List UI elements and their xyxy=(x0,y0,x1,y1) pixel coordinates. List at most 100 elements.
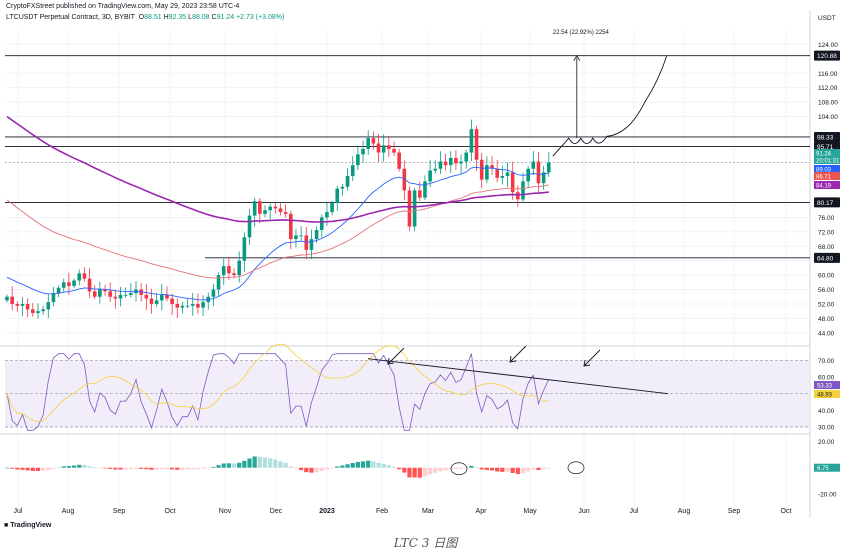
price-level-label: 64.80 xyxy=(817,255,834,262)
macd-histogram-bar xyxy=(489,467,495,471)
macd-histogram-bar xyxy=(4,467,10,469)
price-level-badge xyxy=(814,252,840,263)
ma-value-badge xyxy=(814,149,840,157)
candle-body xyxy=(10,296,14,304)
macd-histogram-bar xyxy=(309,467,314,473)
macd-histogram-bar xyxy=(10,467,15,469)
price-pane: 22.54 (22.92%) 2254 xyxy=(5,30,810,319)
macd-histogram-bar xyxy=(41,467,46,471)
ma-value-badge xyxy=(814,165,840,173)
candle-body xyxy=(454,157,458,164)
macd-histogram-bar xyxy=(407,467,412,478)
candle-body xyxy=(433,168,438,171)
macd-histogram-bar xyxy=(56,467,61,469)
macd-histogram-bar xyxy=(61,466,66,468)
rsi-value-label: 53.33 xyxy=(817,383,833,389)
price-level-label: 80.17 xyxy=(817,200,834,207)
y-tick-label: 104.00 xyxy=(818,114,838,121)
macd-histogram-bar xyxy=(268,458,273,468)
candle-body xyxy=(216,275,221,290)
macd-histogram-bar xyxy=(237,462,242,468)
candle-body xyxy=(82,273,87,279)
candle-body xyxy=(268,206,272,211)
candle-body xyxy=(196,303,200,308)
chart-caption: LTC 3 日图 xyxy=(393,536,458,550)
macd-histogram-bar xyxy=(133,467,139,469)
macd-histogram-bar xyxy=(500,467,505,472)
candle-body xyxy=(144,294,149,299)
macd-histogram-bar xyxy=(345,464,350,468)
macd-histogram-bar xyxy=(335,466,340,468)
candle-body xyxy=(345,175,350,187)
candle-body xyxy=(108,291,112,297)
x-tick-label: Aug xyxy=(62,508,75,515)
macd-histogram-bar xyxy=(195,467,201,470)
macd-histogram-bar xyxy=(164,467,170,470)
ohlc-close: 91.24 xyxy=(216,14,235,21)
rsi-line xyxy=(6,353,550,431)
macd-histogram-bar xyxy=(443,467,448,471)
candle-body xyxy=(77,273,82,281)
ma-value-badge xyxy=(814,181,840,189)
rsi-pointer-arrowhead xyxy=(387,357,395,365)
macd-histogram-bar xyxy=(216,465,221,468)
rsi-pointer-arrowhead xyxy=(583,359,591,367)
rsi-tick-label: 40.00 xyxy=(818,408,835,415)
macd-histogram-bar xyxy=(206,467,211,469)
macd-histogram-bar xyxy=(102,467,108,469)
candle-body xyxy=(72,280,76,286)
candle-body xyxy=(20,303,25,306)
macd-value-label: 6.75 xyxy=(817,466,829,472)
macd-histogram-bar xyxy=(113,467,118,470)
candle-body xyxy=(376,143,381,153)
tradingview-logo[interactable]: ■ TradingView xyxy=(4,522,51,529)
macd-histogram-bar xyxy=(531,467,536,470)
candle-body xyxy=(412,190,417,227)
macd-histogram-bar xyxy=(453,467,459,470)
candle-body xyxy=(407,190,412,227)
rsi-pointer-arrowhead xyxy=(509,355,517,363)
macd-histogram-bar xyxy=(242,460,247,468)
macd-pane xyxy=(4,456,585,478)
macd-tick-label: 20.00 xyxy=(818,439,835,446)
candle-body xyxy=(438,161,443,169)
candle-body xyxy=(221,266,226,276)
candle-body xyxy=(505,172,510,176)
macd-histogram-bar xyxy=(536,467,541,470)
candle-body xyxy=(314,230,319,240)
candle-body xyxy=(547,162,551,173)
macd-histogram-bar xyxy=(123,467,128,470)
x-tick-label: Mar xyxy=(422,508,435,515)
macd-histogram-bar xyxy=(247,458,252,468)
ohlc-low: 88.08 xyxy=(192,14,210,21)
candle-body xyxy=(485,165,489,180)
macd-histogram-bar xyxy=(355,461,360,468)
candle-body xyxy=(25,303,30,310)
macd-histogram-bar xyxy=(329,467,335,469)
macd-histogram-bar xyxy=(412,467,417,478)
candle-body xyxy=(51,293,56,303)
macd-histogram-bar xyxy=(200,467,206,469)
candle-body xyxy=(165,294,169,299)
macd-value-badge xyxy=(814,463,840,472)
ohlc-open: 88.51 xyxy=(144,14,162,21)
macd-histogram-bar xyxy=(464,467,469,469)
projection-path xyxy=(552,55,668,157)
candle-body xyxy=(516,192,520,200)
macd-highlight-circle xyxy=(450,462,468,476)
y-tick-label: 108.00 xyxy=(818,100,838,107)
candle-body xyxy=(36,311,40,313)
macd-histogram-bar xyxy=(185,467,190,470)
candle-body xyxy=(273,206,278,209)
candle-body xyxy=(361,148,365,155)
macd-histogram-bar xyxy=(77,464,82,468)
moving-average-line xyxy=(6,115,549,223)
x-tick-label: Oct xyxy=(165,508,176,515)
rsi-pane xyxy=(5,343,810,431)
grid-lines xyxy=(0,10,811,518)
macd-histogram-bar xyxy=(366,460,371,468)
candle-body xyxy=(474,129,479,160)
rsi-value-badge xyxy=(814,390,840,398)
macd-histogram-bar xyxy=(20,467,25,470)
measure-label: 22.54 (22.92%) 2254 xyxy=(553,30,610,36)
